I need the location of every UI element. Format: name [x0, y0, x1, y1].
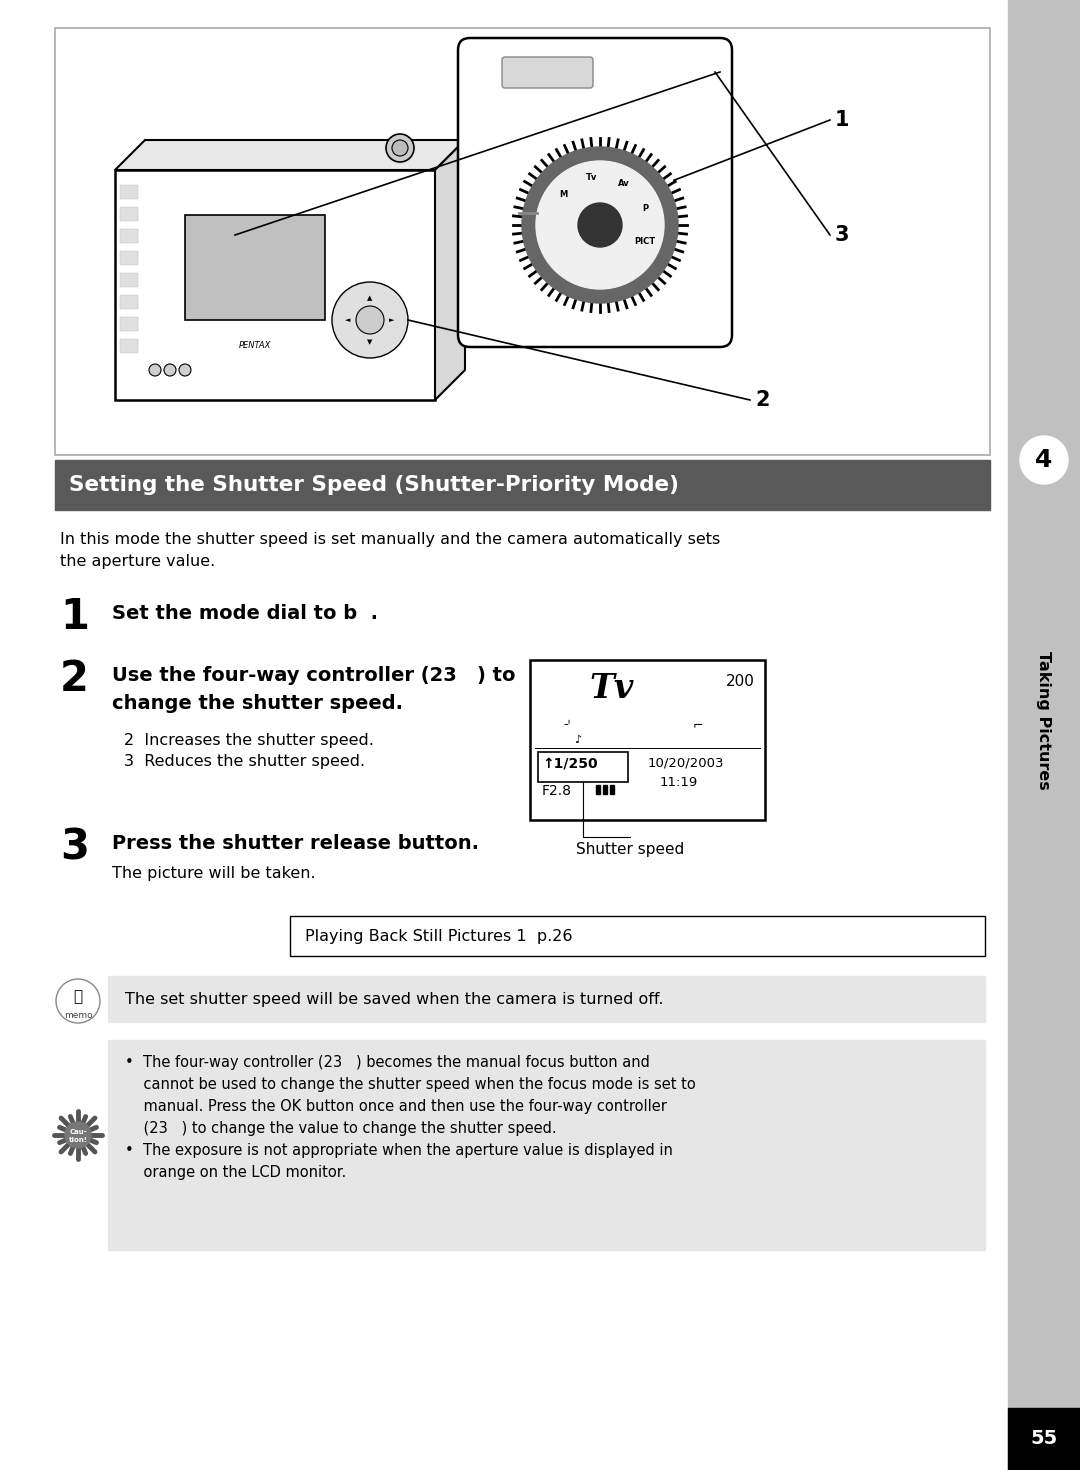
- Bar: [55, 460, 990, 510]
- Text: ▼: ▼: [367, 340, 373, 345]
- Text: P: P: [642, 204, 648, 213]
- Text: 10/20/2003: 10/20/2003: [648, 756, 725, 769]
- Bar: [1008, 1408, 1080, 1470]
- Text: 🎦: 🎦: [73, 989, 82, 1004]
- Text: M: M: [559, 190, 567, 198]
- FancyBboxPatch shape: [502, 57, 593, 88]
- Text: the aperture value.: the aperture value.: [60, 554, 215, 569]
- Text: Shutter speed: Shutter speed: [576, 842, 684, 857]
- Text: The picture will be taken.: The picture will be taken.: [112, 866, 315, 881]
- Text: 2  Increases the shutter speed.: 2 Increases the shutter speed.: [124, 734, 374, 748]
- Text: memo: memo: [64, 1010, 92, 1020]
- Text: •  The exposure is not appropriate when the aperture value is displayed in: • The exposure is not appropriate when t…: [125, 1144, 673, 1158]
- Bar: [108, 1039, 985, 1250]
- Bar: [120, 273, 138, 287]
- Text: ◄: ◄: [346, 318, 351, 323]
- Bar: [120, 295, 138, 309]
- Circle shape: [386, 134, 414, 162]
- Text: Av: Av: [618, 179, 630, 188]
- Circle shape: [332, 282, 408, 359]
- Text: Tv: Tv: [590, 672, 634, 706]
- Bar: [291, 916, 985, 956]
- Text: 200: 200: [726, 675, 755, 689]
- Circle shape: [164, 365, 176, 376]
- Polygon shape: [114, 140, 465, 171]
- Bar: [55, 28, 990, 456]
- Text: 55: 55: [1030, 1429, 1057, 1448]
- Text: 1: 1: [60, 595, 89, 638]
- Text: Press the shutter release button.: Press the shutter release button.: [112, 833, 480, 853]
- Text: Use the four-way controller (23   ) to: Use the four-way controller (23 ) to: [112, 666, 515, 685]
- Text: manual. Press the OK button once and then use the four-way controller: manual. Press the OK button once and the…: [125, 1100, 666, 1114]
- Bar: [120, 185, 138, 198]
- Bar: [1008, 0, 1080, 1470]
- Text: 3: 3: [835, 225, 850, 245]
- Text: 3: 3: [60, 826, 89, 867]
- Polygon shape: [435, 140, 465, 400]
- Polygon shape: [114, 171, 435, 400]
- Bar: [596, 785, 600, 794]
- Text: change the shutter speed.: change the shutter speed.: [112, 694, 403, 713]
- Text: Taking Pictures: Taking Pictures: [1037, 651, 1052, 789]
- Bar: [530, 660, 765, 820]
- Text: The set shutter speed will be saved when the camera is turned off.: The set shutter speed will be saved when…: [125, 991, 663, 1007]
- Circle shape: [578, 203, 622, 247]
- Text: orange on the LCD monitor.: orange on the LCD monitor.: [125, 1166, 347, 1180]
- Bar: [120, 207, 138, 220]
- Text: ►: ►: [389, 318, 394, 323]
- Text: (23   ) to change the value to change the shutter speed.: (23 ) to change the value to change the …: [125, 1122, 556, 1136]
- Bar: [120, 229, 138, 243]
- Text: Cau-: Cau-: [69, 1129, 86, 1135]
- Text: In this mode the shutter speed is set manually and the camera automatically sets: In this mode the shutter speed is set ma…: [60, 532, 720, 547]
- FancyBboxPatch shape: [458, 38, 732, 347]
- Text: •  The four-way controller (23   ) becomes the manual focus button and: • The four-way controller (23 ) becomes …: [125, 1055, 650, 1070]
- Text: ⌏: ⌏: [563, 717, 573, 731]
- Text: 1: 1: [835, 110, 850, 129]
- Circle shape: [1020, 437, 1068, 484]
- Bar: [120, 340, 138, 353]
- Text: Tv: Tv: [586, 173, 597, 182]
- Circle shape: [56, 979, 100, 1023]
- Text: Setting the Shutter Speed (Shutter-Priority Mode): Setting the Shutter Speed (Shutter-Prior…: [69, 475, 679, 495]
- Bar: [120, 251, 138, 265]
- Text: 11:19: 11:19: [660, 776, 699, 789]
- Text: PENTAX: PENTAX: [239, 341, 271, 350]
- Circle shape: [65, 1122, 91, 1148]
- Text: PICT: PICT: [635, 237, 656, 245]
- Circle shape: [522, 147, 678, 303]
- Circle shape: [536, 162, 664, 290]
- Circle shape: [149, 365, 161, 376]
- Text: ♪: ♪: [575, 735, 581, 745]
- Text: 2: 2: [755, 390, 769, 410]
- Bar: [538, 753, 627, 782]
- Text: cannot be used to change the shutter speed when the focus mode is set to: cannot be used to change the shutter spe…: [125, 1078, 696, 1092]
- Text: 2: 2: [60, 659, 89, 700]
- Circle shape: [392, 140, 408, 156]
- Text: ▲: ▲: [367, 295, 373, 301]
- Text: 4: 4: [1036, 448, 1053, 472]
- Text: ⌐: ⌐: [692, 717, 703, 731]
- Text: tion!: tion!: [68, 1136, 87, 1144]
- Text: ↑1/250: ↑1/250: [542, 756, 597, 770]
- Text: F2.8: F2.8: [542, 784, 572, 798]
- Circle shape: [179, 365, 191, 376]
- Text: 3  Reduces the shutter speed.: 3 Reduces the shutter speed.: [124, 754, 365, 769]
- Bar: [185, 215, 325, 320]
- Bar: [610, 785, 615, 794]
- Bar: [108, 976, 985, 1022]
- Circle shape: [356, 306, 384, 334]
- Bar: [120, 318, 138, 331]
- Bar: [603, 785, 607, 794]
- Text: Set the mode dial to b  .: Set the mode dial to b .: [112, 604, 378, 623]
- Text: Playing Back Still Pictures 1  p.26: Playing Back Still Pictures 1 p.26: [305, 929, 572, 944]
